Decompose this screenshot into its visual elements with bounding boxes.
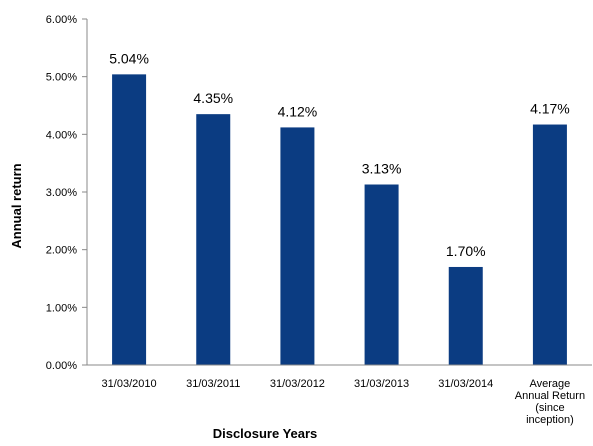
x-axis-title: Disclosure Years xyxy=(213,426,318,441)
bar xyxy=(532,124,567,365)
y-tick-label: 1.00% xyxy=(46,302,77,314)
x-category-label-line: 31/03/2014 xyxy=(438,378,493,390)
data-label: 5.04% xyxy=(109,50,149,66)
data-label: 1.70% xyxy=(446,243,486,259)
y-tick-label: 0.00% xyxy=(46,360,77,372)
y-tick-label: 6.00% xyxy=(46,14,77,26)
x-category-label-line: (since xyxy=(535,402,564,414)
y-axis-ticks: 0.00% 1.00% 2.00% 3.00% 4.00% 5.00% 6.00% xyxy=(46,14,87,372)
y-tick-label: 5.00% xyxy=(46,72,77,84)
y-tick-label: 3.00% xyxy=(46,187,77,199)
x-category-label: 31/03/2012 xyxy=(270,378,325,390)
data-labels: 5.04% 4.35% 4.12% 3.13% 1.70% 4.17% xyxy=(109,50,570,259)
x-category-label-line: inception) xyxy=(526,414,574,426)
data-label: 4.35% xyxy=(193,90,233,106)
y-tick-label: 4.00% xyxy=(46,129,77,141)
data-label: 3.13% xyxy=(362,161,402,177)
y-axis-title: Annual return xyxy=(9,163,24,248)
x-category-label: 31/03/2011 xyxy=(186,378,240,390)
bar xyxy=(364,184,399,365)
x-category-label: Average Annual Return (since inception) xyxy=(515,378,585,426)
bar xyxy=(196,114,231,366)
x-category-label: 31/03/2010 xyxy=(102,378,157,390)
x-category-label-line: 31/03/2010 xyxy=(102,378,157,390)
data-label: 4.17% xyxy=(530,101,570,117)
bar xyxy=(280,127,315,365)
x-category-label-line: 31/03/2012 xyxy=(270,378,325,390)
data-label: 4.12% xyxy=(278,103,318,119)
y-tick-label: 2.00% xyxy=(46,245,77,257)
x-category-label-line: 31/03/2011 xyxy=(186,378,240,390)
bar xyxy=(112,74,147,366)
x-category-label-line: Average xyxy=(530,378,571,390)
x-category-label-line: 31/03/2013 xyxy=(354,378,409,390)
bars xyxy=(112,74,567,366)
x-axis-categories: 31/03/2010 31/03/2011 31/03/2012 31/03/2013… xyxy=(102,378,586,426)
x-category-label-line: Annual Return xyxy=(515,390,585,402)
x-category-label: 31/03/2014 xyxy=(438,378,493,390)
bar xyxy=(448,266,483,365)
x-category-label: 31/03/2013 xyxy=(354,378,409,390)
